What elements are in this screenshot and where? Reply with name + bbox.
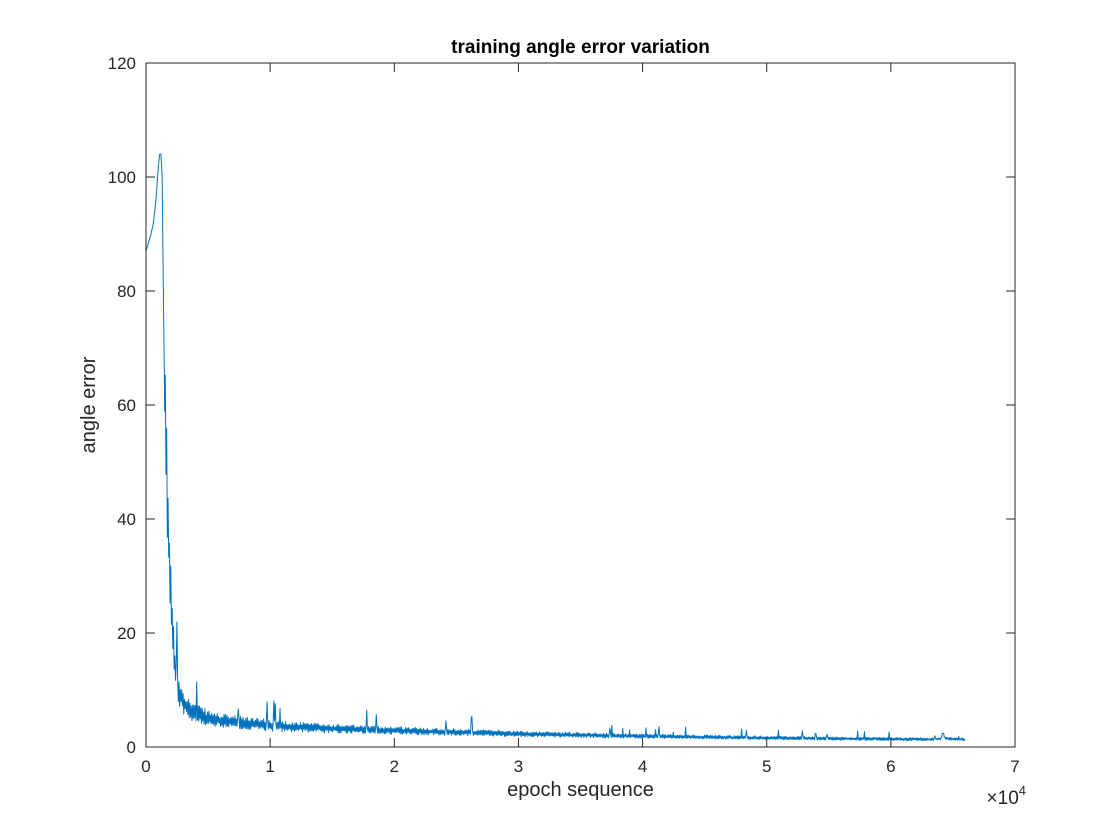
x-tick-label: 1	[265, 757, 274, 776]
x-tick-label: 4	[638, 757, 647, 776]
chart-title: training angle error variation	[451, 37, 710, 58]
y-tick-label: 20	[117, 624, 136, 643]
x-axis-exponent-base: ×10	[987, 788, 1019, 809]
x-tick-label: 0	[141, 757, 150, 776]
x-tick-label: 3	[514, 757, 523, 776]
y-tick-label: 120	[108, 54, 136, 73]
y-tick-label: 80	[117, 282, 136, 301]
y-tick-label: 100	[108, 168, 136, 187]
y-axis-ticks: 0 20 40 60 80 100 120	[108, 54, 1015, 757]
x-tick-label: 6	[886, 757, 895, 776]
y-axis-label: angle error	[78, 356, 100, 453]
data-series-layer	[145, 153, 966, 742]
y-tick-label: 60	[117, 396, 136, 415]
x-tick-label: 2	[390, 757, 399, 776]
y-tick-label: 40	[117, 510, 136, 529]
x-axis-exponent-power: 4	[1019, 783, 1026, 798]
x-axis-ticks: 0 1 2 3 4 5 6 7	[141, 63, 1020, 776]
x-tick-label: 7	[1010, 757, 1019, 776]
x-tick-label: 5	[762, 757, 771, 776]
series-line	[145, 153, 966, 742]
x-axis-exponent-label: ×104	[987, 783, 1026, 809]
x-axis-label: epoch sequence	[507, 779, 654, 801]
plot-area	[146, 63, 1015, 747]
y-tick-label: 0	[127, 738, 136, 757]
